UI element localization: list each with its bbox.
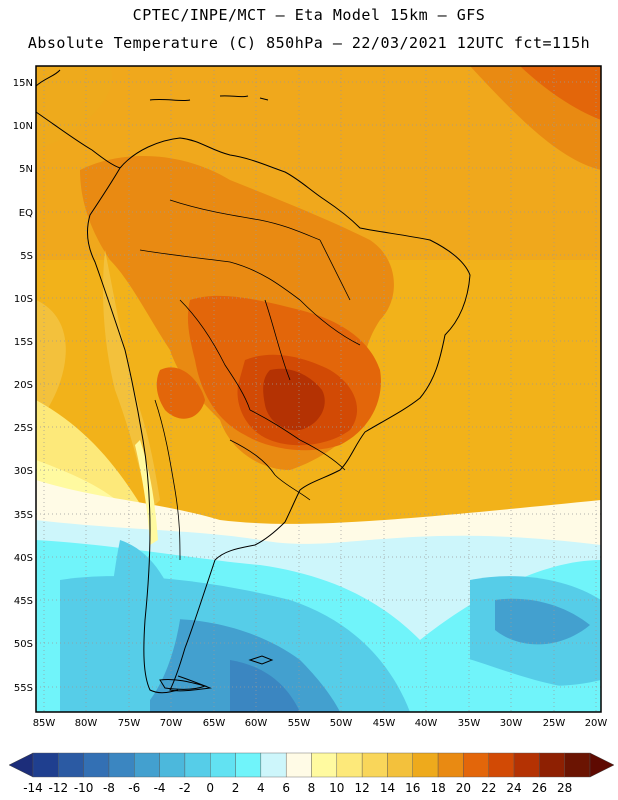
colorbar-swatch bbox=[210, 752, 236, 778]
lon-label: 75W bbox=[118, 718, 141, 729]
lat-label: 45S bbox=[14, 596, 33, 607]
lat-label: 50S bbox=[14, 639, 33, 650]
colorbar-label: 10 bbox=[329, 781, 344, 795]
colorbar-swatch bbox=[564, 752, 591, 778]
lat-label: 40S bbox=[14, 553, 33, 564]
lat-label: 15N bbox=[13, 78, 33, 89]
map-subtitle: Absolute Temperature (C) 850hPa – 22/03/… bbox=[27, 34, 591, 52]
colorbar-label: 12 bbox=[354, 781, 369, 795]
colorbar-swatch bbox=[513, 752, 540, 778]
colorbar-swatch bbox=[260, 752, 287, 778]
colorbar-swatch bbox=[32, 752, 59, 778]
lon-label: 25W bbox=[543, 718, 566, 729]
colorbar-label: -14 bbox=[23, 781, 43, 795]
colorbar-label: 18 bbox=[430, 781, 445, 795]
lon-label: 55W bbox=[288, 718, 311, 729]
colorbar-label: -12 bbox=[49, 781, 69, 795]
colorbar-swatch bbox=[539, 752, 565, 778]
colorbar-swatch bbox=[285, 752, 312, 778]
colorbar-label: 8 bbox=[308, 781, 316, 795]
colorbar: -14 -12 -10 -8 -6 -4 -2 0 2 4 6 8 10 12 14 16 18 20 22 24 26… bbox=[8, 752, 615, 795]
colorbar-label: -4 bbox=[154, 781, 166, 795]
colorbar-swatch bbox=[437, 752, 464, 778]
lat-label: EQ bbox=[19, 208, 33, 219]
colorbar-swatch bbox=[83, 752, 110, 778]
lat-label: 5S bbox=[20, 251, 33, 262]
colorbar-label: -8 bbox=[103, 781, 115, 795]
lat-label: 20S bbox=[14, 380, 33, 391]
lon-label: 85W bbox=[33, 718, 56, 729]
temperature-field bbox=[36, 66, 601, 712]
colorbar-label: -6 bbox=[128, 781, 140, 795]
colorbar-swatch bbox=[463, 752, 489, 778]
colorbar-label: -10 bbox=[74, 781, 94, 795]
colorbar-swatch bbox=[336, 752, 363, 778]
colorbar-label: 22 bbox=[481, 781, 496, 795]
colorbar-swatch bbox=[387, 752, 413, 778]
colorbar-swatch bbox=[184, 752, 211, 778]
colorbar-label: 4 bbox=[257, 781, 265, 795]
colorbar-arrow-high bbox=[589, 752, 615, 778]
colorbar-swatch bbox=[58, 752, 84, 778]
colorbar-label: 2 bbox=[232, 781, 240, 795]
colorbar-swatch bbox=[311, 752, 338, 778]
colorbar-label: 20 bbox=[456, 781, 471, 795]
colorbar-swatch bbox=[235, 752, 262, 778]
lon-label: 65W bbox=[203, 718, 226, 729]
longitude-labels: 85W 80W 75W 70W 65W 60W 55W 50W 45W 40W … bbox=[33, 718, 608, 729]
colorbar-label: 14 bbox=[380, 781, 395, 795]
lon-label: 50W bbox=[330, 718, 353, 729]
lat-label: 25S bbox=[14, 423, 33, 434]
map-frame bbox=[35, 65, 602, 713]
colorbar-arrow-low bbox=[8, 752, 34, 778]
lat-label: 15S bbox=[14, 337, 33, 348]
map-title: CPTEC/INPE/MCT – Eta Model 15km – GFS bbox=[132, 6, 486, 24]
colorbar-swatch bbox=[159, 752, 186, 778]
lat-label: 55S bbox=[14, 683, 33, 694]
lon-label: 70W bbox=[160, 718, 183, 729]
colorbar-swatch bbox=[134, 752, 160, 778]
colorbar-label: -2 bbox=[179, 781, 191, 795]
colorbar-label: 28 bbox=[557, 781, 572, 795]
lat-label: 30S bbox=[14, 466, 33, 477]
colorbar-swatch bbox=[412, 752, 439, 778]
lat-label: 5N bbox=[19, 164, 33, 175]
lon-label: 40W bbox=[415, 718, 438, 729]
colorbar-swatch bbox=[488, 752, 515, 778]
colorbar-swatch bbox=[361, 752, 388, 778]
lat-label: 35S bbox=[14, 510, 33, 521]
lon-label: 80W bbox=[75, 718, 98, 729]
lon-label: 35W bbox=[458, 718, 481, 729]
colorbar-label: 6 bbox=[282, 781, 290, 795]
lat-label: 10N bbox=[13, 121, 33, 132]
lon-label: 20W bbox=[585, 718, 608, 729]
colorbar-label: 0 bbox=[206, 781, 214, 795]
colorbar-label: 16 bbox=[405, 781, 420, 795]
lon-label: 60W bbox=[245, 718, 268, 729]
colorbar-label: 24 bbox=[506, 781, 521, 795]
colorbar-label: 26 bbox=[532, 781, 547, 795]
lat-label: 10S bbox=[14, 294, 33, 305]
lon-label: 45W bbox=[373, 718, 396, 729]
coastlines bbox=[35, 69, 471, 694]
lon-label: 30W bbox=[500, 718, 523, 729]
latitude-labels: 15N 10N 5N EQ 5S 10S 15S 20S 25S 30S 35S… bbox=[13, 78, 33, 694]
colorbar-swatch bbox=[108, 752, 135, 778]
